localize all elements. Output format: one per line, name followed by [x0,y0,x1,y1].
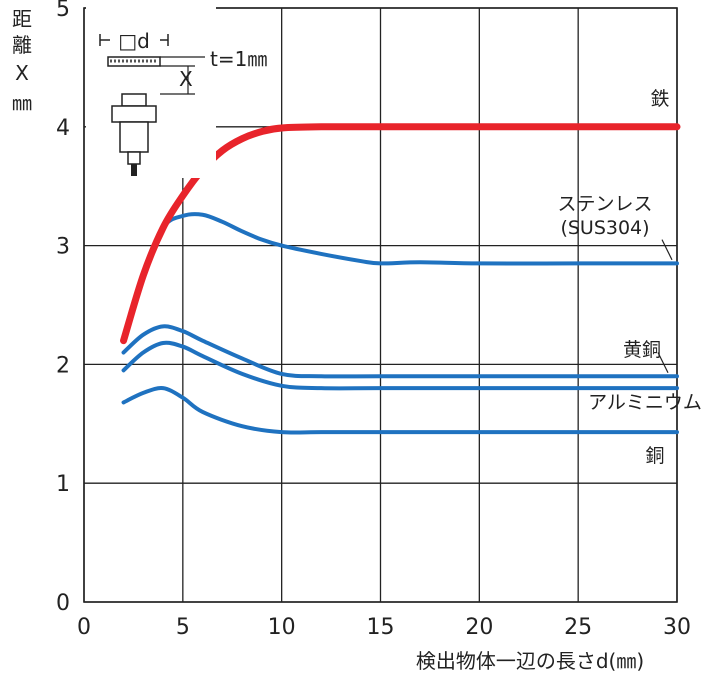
y-tick-label: 4 [56,116,70,141]
x-tick-label: 15 [367,615,395,640]
series-label-line: 黄銅 [623,339,661,361]
series-label-3: アルミニウム [588,391,702,413]
y-axis-label-char: 距 [12,7,32,31]
series-label-line: アルミニウム [588,391,702,413]
series-label-line: ステンレス [557,193,652,215]
series-line-1 [121,212,679,343]
y-tick-label: 5 [56,0,70,22]
inset-t-label: t=1㎜ [210,47,267,71]
x-tick-label: 5 [176,615,190,640]
sensor-body [119,121,149,153]
inset-x-label: X [179,67,193,91]
series-label-1: ステンレス(SUS304) [557,193,652,239]
series-line-3 [121,340,679,391]
series-label-line: 鉄 [650,88,669,110]
label-leader [661,239,673,261]
series-line-2 [121,324,679,379]
y-axis-label-char: X [15,61,29,85]
sensor-diagram: □d t=1㎜ X [86,6,267,178]
sensor-head [121,93,147,107]
x-tick-label: 10 [268,615,296,640]
x-tick-label: 25 [564,615,592,640]
x-tick-label: 20 [465,615,493,640]
series-line-0 [120,123,681,345]
x-axis-label: 検出物体一辺の長さd(㎜) [416,649,644,673]
y-tick-label: 2 [56,353,70,378]
y-axis-label-char: ㎜ [12,91,32,115]
y-axis-label-char: 離 [12,33,32,57]
tick-labels: 0 5 10 15 20 25 30 0 1 2 3 4 5 [56,0,691,640]
y-axis-label: 距離 X ㎜ [12,7,32,115]
x-tick-label: 0 [77,615,91,640]
series-label-0: 鉄 [650,88,669,110]
series-label-line: (SUS304) [560,217,649,239]
sensor-cable [131,164,137,176]
y-tick-label: 1 [56,472,70,497]
x-tick-label: 30 [663,615,691,640]
sensor-nut [111,105,157,123]
y-tick-label: 3 [56,235,70,260]
plot-frame [83,7,678,603]
series-line-4 [121,386,679,435]
series-label-2: 黄銅 [623,339,661,361]
y-tick-label: 0 [56,591,70,616]
sensor-cable-gland [127,151,141,165]
series-lines [120,123,681,435]
label-leader [657,352,669,373]
inset-background [86,6,216,178]
series-label-line: 銅 [645,445,664,467]
series-label-4: 銅 [645,445,664,467]
inset-d-label: □d [118,29,150,53]
